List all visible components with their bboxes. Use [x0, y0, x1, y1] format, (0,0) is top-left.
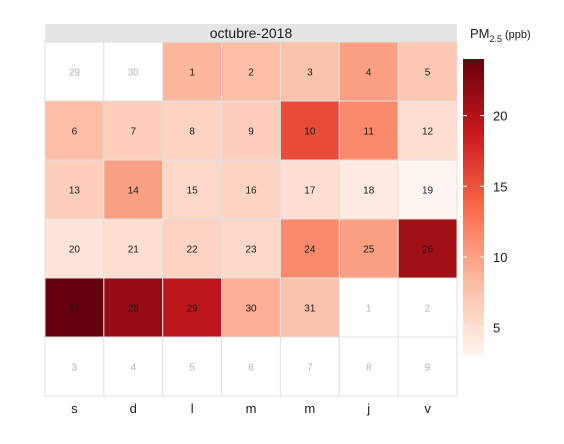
legend-colorbar	[463, 59, 484, 356]
day-number: 3	[307, 68, 313, 79]
day-number: 19	[422, 186, 434, 197]
title-strip	[45, 24, 457, 42]
day-number: 30	[245, 304, 257, 315]
day-cell	[397, 277, 458, 338]
day-cell	[338, 336, 399, 397]
day-cell	[397, 159, 458, 220]
weekday-label: v	[424, 401, 431, 416]
day-cell	[279, 159, 340, 220]
day-cell	[397, 41, 458, 102]
day-number: 12	[422, 127, 434, 138]
legend-title-subscript: 2.5	[490, 34, 503, 44]
day-cell	[397, 100, 458, 161]
legend-tick-label: 5	[493, 321, 500, 336]
day-number: 5	[189, 363, 195, 374]
day-number: 14	[128, 186, 140, 197]
day-number: 30	[128, 68, 140, 79]
day-number: 1	[366, 304, 372, 315]
day-number: 4	[366, 68, 372, 79]
day-cell	[162, 218, 223, 279]
day-number: 8	[366, 363, 372, 374]
day-number: 29	[187, 304, 199, 315]
legend-tick-label: 20	[493, 109, 507, 124]
legend-tick-label: 15	[493, 179, 507, 194]
day-cell	[221, 336, 281, 397]
day-number: 2	[425, 304, 431, 315]
day-cell	[221, 100, 281, 161]
day-number: 25	[363, 245, 375, 256]
day-number: 17	[304, 186, 316, 197]
legend-title: PM2.5 (ppb)	[470, 26, 531, 44]
day-cell	[44, 277, 105, 338]
day-number: 6	[72, 127, 78, 138]
day-cell	[162, 336, 223, 397]
day-number: 28	[128, 304, 140, 315]
day-number: 5	[425, 68, 431, 79]
weekday-label: l	[191, 401, 194, 416]
day-number: 20	[69, 245, 81, 256]
day-number: 13	[69, 186, 81, 197]
weekday-label: j	[366, 401, 370, 416]
day-cell	[44, 336, 105, 397]
day-cell	[279, 277, 340, 338]
day-cell	[221, 218, 281, 279]
weekday-label: d	[130, 401, 137, 416]
day-cell	[221, 159, 281, 220]
day-number: 16	[245, 186, 257, 197]
day-cell	[279, 41, 340, 102]
legend-title-base: PM	[470, 26, 490, 41]
day-number: 10	[304, 127, 316, 138]
day-number: 9	[248, 127, 254, 138]
chart-title: octubre-2018	[210, 25, 293, 41]
weekday-label: s	[71, 401, 78, 416]
day-cell	[338, 41, 399, 102]
day-number: 15	[187, 186, 199, 197]
day-number: 26	[422, 245, 434, 256]
day-number: 1	[189, 68, 195, 79]
day-number: 24	[304, 245, 316, 256]
day-number: 8	[189, 127, 195, 138]
day-cell	[44, 218, 105, 279]
day-number: 29	[69, 68, 81, 79]
day-cell	[397, 218, 458, 279]
day-cell	[44, 100, 105, 161]
weekday-label: m	[304, 401, 315, 416]
day-number: 4	[131, 363, 137, 374]
day-number: 27	[69, 304, 81, 315]
day-cell	[103, 100, 164, 161]
weekday-label: m	[246, 401, 257, 416]
legend-tick-label: 10	[493, 250, 507, 265]
legend-ticks: 5 10 15 20	[463, 109, 507, 336]
day-number: 31	[304, 304, 316, 315]
legend-title-unit: (ppb)	[505, 29, 531, 41]
day-number: 7	[131, 127, 137, 138]
day-cell	[338, 277, 399, 338]
day-number: 7	[307, 363, 313, 374]
day-cell	[279, 100, 340, 161]
day-number: 9	[425, 363, 431, 374]
day-cell	[338, 100, 399, 161]
day-number: 21	[128, 245, 140, 256]
day-cell	[162, 277, 223, 338]
day-number: 22	[187, 245, 199, 256]
day-cell	[221, 277, 281, 338]
day-cell	[338, 218, 399, 279]
day-number: 11	[364, 127, 375, 138]
day-number: 6	[248, 363, 254, 374]
day-number: 2	[248, 68, 254, 79]
day-number: 23	[245, 245, 257, 256]
day-cell	[44, 159, 105, 220]
day-number: 3	[72, 363, 78, 374]
day-cell	[397, 336, 458, 397]
day-number: 18	[363, 186, 375, 197]
day-cell	[103, 336, 164, 397]
